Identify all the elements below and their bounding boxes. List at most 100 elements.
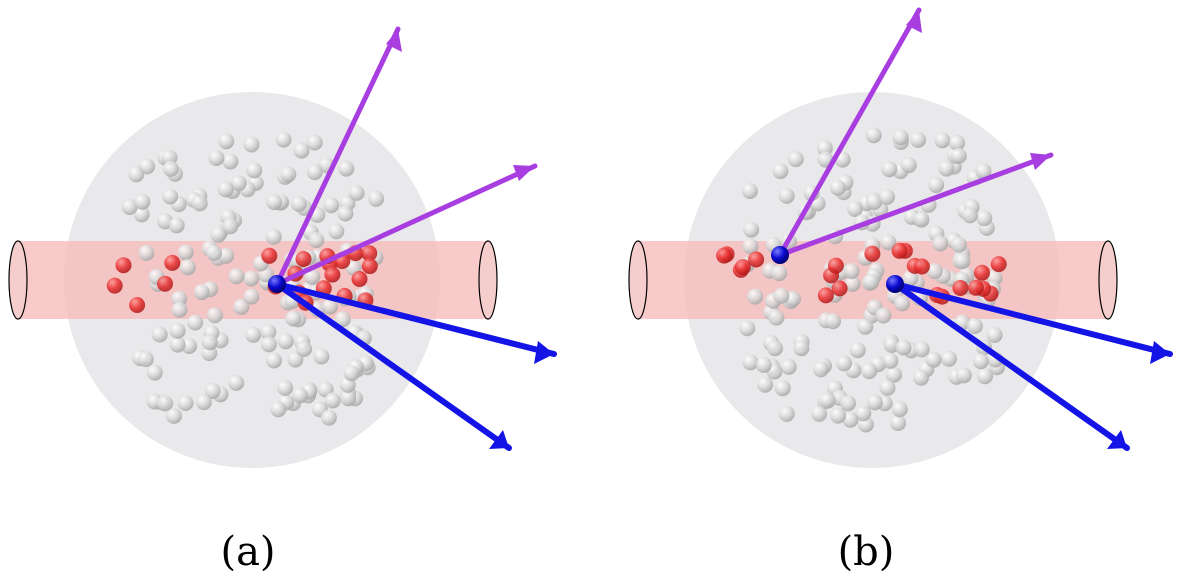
grey-particle — [739, 320, 756, 337]
grey-particle — [812, 361, 829, 378]
grey-particle — [842, 411, 859, 428]
grey-particle — [275, 131, 292, 148]
red-particle — [106, 277, 123, 294]
grey-particle — [950, 236, 967, 253]
grey-particle — [191, 195, 208, 212]
grey-particle — [146, 364, 163, 381]
grey-particle — [169, 322, 186, 339]
grey-particle — [811, 405, 828, 422]
grey-particle — [171, 290, 188, 307]
arrow-head-purple-upper-b — [906, 10, 922, 33]
tube-end-right-b — [1098, 240, 1118, 320]
grey-particle — [285, 310, 302, 327]
grey-particle — [338, 160, 355, 177]
red-particle — [967, 279, 984, 296]
red-particle — [974, 264, 990, 281]
grey-particle — [368, 190, 385, 207]
grey-particle — [926, 263, 943, 280]
grey-particle — [787, 151, 804, 168]
arrow-head-blue-upper-b — [1150, 341, 1170, 364]
grey-particle — [825, 313, 841, 330]
grey-particle — [961, 207, 978, 224]
tube-end-left-a — [8, 240, 28, 320]
grey-particle — [742, 238, 759, 255]
red-particle — [952, 280, 969, 296]
grey-particle — [306, 134, 323, 151]
red-particle — [891, 242, 908, 259]
grey-particle — [902, 270, 919, 287]
grey-particle — [844, 275, 861, 292]
grey-particle — [217, 181, 234, 198]
grey-particle — [208, 150, 225, 166]
grey-particle — [882, 352, 899, 369]
grey-particle — [340, 390, 357, 407]
grey-particle — [793, 340, 810, 357]
grey-particle — [206, 245, 222, 261]
red-particle — [913, 258, 930, 275]
grey-particle — [836, 355, 853, 372]
grey-particle — [819, 392, 836, 409]
panel-b: (b) — [628, 7, 1173, 575]
grey-particle — [830, 407, 847, 424]
grey-particle — [270, 401, 287, 418]
grey-particle — [846, 201, 863, 217]
grey-particle — [296, 341, 313, 357]
red-particle — [261, 247, 278, 264]
grey-particle — [875, 307, 892, 324]
grey-particle — [928, 177, 945, 194]
grey-particle — [830, 179, 846, 196]
grey-particle — [230, 175, 247, 192]
grey-particle — [941, 350, 957, 367]
grey-particle — [121, 199, 138, 215]
grey-particle — [857, 318, 874, 335]
grey-particle — [955, 367, 972, 384]
grey-particle — [767, 340, 783, 357]
grey-particle — [741, 183, 758, 199]
grey-particle — [894, 295, 911, 312]
vertex-a — [268, 275, 286, 293]
red-particle — [864, 245, 881, 262]
grey-particle — [976, 210, 993, 227]
grey-particle — [204, 383, 221, 399]
grey-particle — [265, 228, 282, 245]
red-particle — [827, 257, 844, 274]
grey-particle — [187, 314, 204, 331]
grey-particle — [743, 221, 760, 238]
grey-particle — [177, 395, 194, 411]
grey-particle — [843, 263, 860, 280]
grey-particle — [757, 376, 774, 393]
arrow-head-blue-upper-a — [534, 341, 554, 364]
grey-particle — [228, 374, 245, 391]
arrow-head-purple-lower-b — [1030, 153, 1051, 170]
red-particle — [990, 256, 1007, 273]
grey-particle — [866, 394, 883, 411]
grey-particle — [162, 160, 179, 177]
grey-particle — [323, 197, 340, 214]
arrow-purple-lower-a — [274, 163, 538, 287]
grey-particle — [938, 160, 955, 177]
grey-particle — [306, 164, 323, 181]
grey-particle — [277, 333, 294, 350]
grey-particle — [772, 163, 789, 180]
grey-particle — [900, 157, 917, 174]
arrow-blue-lower-b — [892, 281, 1130, 451]
grey-particle — [949, 134, 966, 151]
grey-particle — [932, 235, 949, 252]
grey-particle — [863, 273, 880, 290]
grey-particle — [290, 196, 307, 212]
red-particle — [748, 251, 765, 268]
panel-a: (a) — [8, 26, 557, 575]
grey-particle — [324, 392, 341, 409]
grey-particle — [287, 351, 304, 368]
red-particle — [129, 297, 146, 313]
red-particle — [157, 275, 173, 292]
arrow-blue-upper-b — [892, 281, 1173, 357]
arrow-head-blue-lower-b — [1107, 430, 1127, 449]
grey-particle — [972, 353, 989, 370]
grey-particle — [913, 211, 930, 228]
grey-particle — [840, 395, 856, 412]
grey-particle — [975, 163, 992, 180]
grey-particle — [139, 158, 156, 175]
grey-particle — [168, 217, 185, 234]
red-particle — [115, 257, 132, 274]
